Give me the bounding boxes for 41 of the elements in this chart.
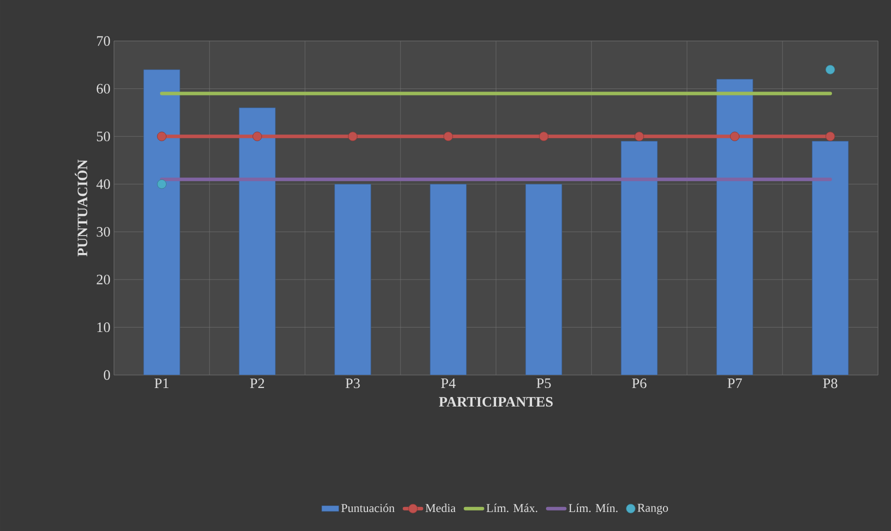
- y-tick-label: 20: [96, 274, 110, 284]
- bar: [334, 184, 372, 375]
- bar: [143, 69, 180, 375]
- y-tick-label: 40: [96, 179, 110, 189]
- x-tick-label: P5: [536, 378, 551, 388]
- x-tick-label: P6: [632, 378, 646, 388]
- legend-label: Lím. Máx.: [486, 504, 538, 512]
- point: [157, 132, 166, 142]
- y-tick-label: 50: [96, 132, 110, 142]
- point: [826, 64, 835, 74]
- legend-label: Rango: [638, 504, 668, 514]
- x-tick-label: P8: [823, 378, 838, 388]
- bar: [525, 184, 562, 375]
- point: [157, 179, 166, 189]
- bar: [238, 108, 276, 375]
- point: [348, 132, 358, 142]
- point: [444, 132, 453, 142]
- x-tick-label: P7: [728, 378, 742, 388]
- y-tick-label: 60: [96, 84, 110, 94]
- y-axis-title: PUNTUACIÓN: [74, 160, 88, 256]
- point: [252, 132, 262, 142]
- legend-label: Puntuación: [341, 504, 395, 512]
- bar: [716, 78, 754, 375]
- y-tick-label: 0: [104, 370, 110, 380]
- legend-label: Lím. Mín.: [568, 504, 618, 512]
- legend-label: Media: [426, 504, 456, 512]
- bar: [430, 184, 467, 375]
- point: [826, 132, 835, 142]
- point: [730, 132, 740, 142]
- point: [539, 132, 548, 142]
- y-tick-label: 10: [97, 322, 110, 332]
- x-axis-title: PARTICIPANTES: [438, 397, 553, 407]
- x-tick-label: P3: [346, 378, 360, 388]
- x-tick-label: P2: [250, 378, 264, 388]
- bar: [620, 140, 658, 375]
- point: [634, 132, 644, 142]
- x-tick-label: P4: [441, 378, 456, 388]
- y-tick-label: 30: [96, 227, 110, 237]
- x-tick-label: P1: [154, 378, 168, 388]
- bar: [812, 140, 849, 375]
- y-tick-label: 70: [97, 36, 110, 46]
